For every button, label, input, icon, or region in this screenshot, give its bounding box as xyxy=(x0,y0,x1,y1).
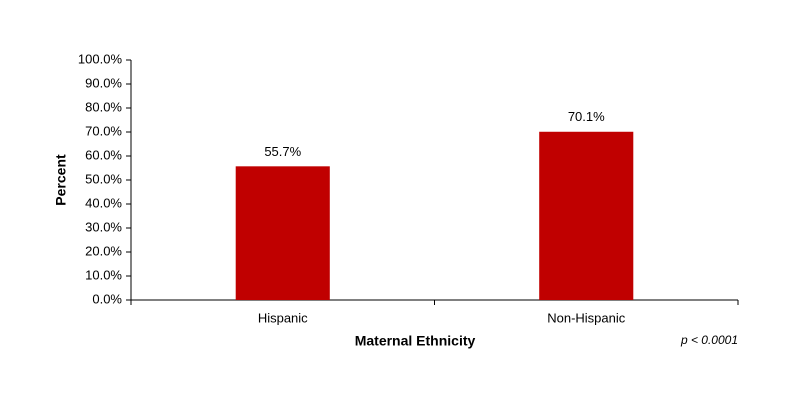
bar xyxy=(235,166,330,300)
y-tick-label: 100.0% xyxy=(78,51,123,66)
value-label: 70.1% xyxy=(568,109,605,124)
x-axis-label: Maternal Ethnicity xyxy=(355,333,476,349)
bar xyxy=(539,131,634,300)
y-tick-label: 50.0% xyxy=(85,171,122,186)
y-tick-label: 40.0% xyxy=(85,195,122,210)
y-tick-label: 70.0% xyxy=(85,123,122,138)
y-tick-label: 10.0% xyxy=(85,267,122,282)
y-tick-label: 0.0% xyxy=(92,291,122,306)
y-tick-label: 90.0% xyxy=(85,75,122,90)
y-tick-label: 30.0% xyxy=(85,219,122,234)
annotation: p < 0.0001 xyxy=(680,333,738,347)
x-tick-label: Hispanic xyxy=(258,310,308,325)
y-tick-label: 60.0% xyxy=(85,147,122,162)
y-tick-label: 80.0% xyxy=(85,99,122,114)
y-axis-label: Percent xyxy=(53,154,69,206)
x-tick-label: Non-Hispanic xyxy=(547,310,626,325)
value-label: 55.7% xyxy=(264,144,301,159)
y-tick-label: 20.0% xyxy=(85,243,122,258)
